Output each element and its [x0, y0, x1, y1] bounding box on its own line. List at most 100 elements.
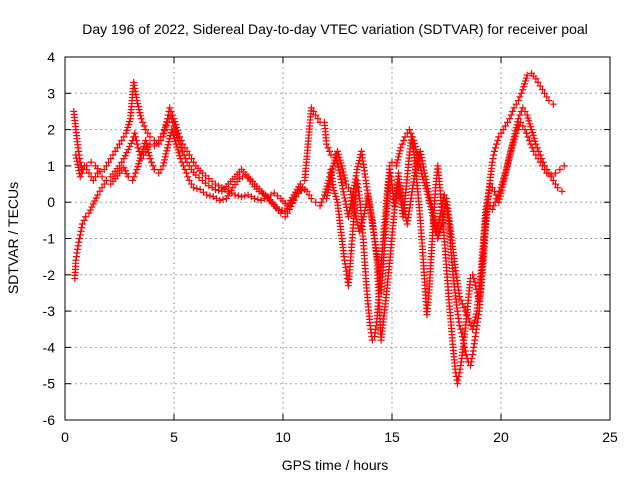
data-point: [339, 168, 347, 176]
data-point: [393, 159, 401, 167]
data-point: [506, 150, 514, 158]
data-point: [543, 169, 551, 177]
data-point: [392, 162, 400, 170]
data-point: [163, 147, 171, 155]
data-point: [190, 184, 198, 192]
data-point: [401, 133, 409, 141]
data-point: [77, 227, 85, 235]
data-point: [275, 205, 283, 213]
data-point: [360, 213, 368, 221]
data-point: [397, 192, 405, 200]
data-point: [234, 192, 242, 200]
data-point: [472, 313, 480, 321]
data-point: [137, 115, 145, 123]
data-point: [163, 118, 171, 126]
data-point: [517, 118, 525, 126]
y-tick-label: 1: [47, 158, 55, 174]
data-point: [181, 166, 189, 174]
data-point: [534, 155, 542, 163]
data-point: [318, 198, 326, 206]
data-point: [144, 146, 152, 154]
data-point: [488, 184, 496, 192]
data-point: [504, 162, 512, 170]
data-point: [177, 155, 185, 163]
data-point: [423, 182, 431, 190]
data-point: [118, 158, 126, 166]
data-point: [161, 156, 169, 164]
data-point: [231, 191, 239, 199]
data-point: [155, 169, 163, 177]
data-point: [78, 169, 86, 177]
data-point: [316, 202, 324, 210]
data-point: [113, 144, 121, 152]
data-point: [425, 191, 433, 199]
data-point: [134, 100, 142, 108]
data-point: [109, 151, 117, 159]
data-point: [278, 206, 286, 214]
data-point: [83, 166, 91, 174]
data-point: [560, 162, 568, 170]
data-point: [400, 201, 408, 209]
data-point: [213, 195, 221, 203]
data-point: [164, 141, 172, 149]
data-point: [94, 169, 102, 177]
data-point: [395, 180, 403, 188]
data-point: [532, 75, 540, 83]
data-point: [92, 194, 100, 202]
y-tick-label: 3: [47, 85, 55, 101]
data-point: [368, 336, 376, 344]
data-point: [466, 362, 474, 370]
data-point: [301, 185, 309, 193]
data-point: [428, 203, 436, 211]
data-point: [395, 183, 403, 191]
data-point: [532, 151, 540, 159]
data-point: [458, 329, 466, 337]
data-point: [421, 169, 429, 177]
data-point: [516, 93, 524, 101]
data-point: [461, 307, 469, 315]
data-point: [490, 151, 498, 159]
data-point: [310, 107, 318, 115]
data-point: [504, 159, 512, 167]
data-point: [134, 103, 142, 111]
data-point: [455, 372, 463, 380]
data-point: [150, 136, 158, 144]
data-point: [165, 138, 173, 146]
data-point: [501, 174, 509, 182]
data-point: [166, 104, 174, 112]
data-point: [157, 166, 165, 174]
data-point: [345, 210, 353, 218]
data-point: [340, 191, 348, 199]
data-point: [453, 380, 461, 388]
data-point: [510, 104, 518, 112]
data-point: [516, 111, 524, 119]
data-point: [396, 186, 404, 194]
data-point: [552, 180, 559, 188]
data-point: [209, 193, 217, 201]
data-point: [502, 168, 510, 176]
y-tick-label: -1: [43, 231, 56, 247]
data-point: [337, 175, 345, 183]
data-point: [469, 322, 477, 330]
data-point: [496, 192, 504, 200]
data-point: [145, 152, 153, 160]
data-point: [338, 182, 346, 190]
data-point: [521, 126, 529, 134]
data-point: [527, 140, 535, 148]
data-point: [76, 235, 84, 242]
data-point: [350, 203, 358, 211]
data-point: [352, 215, 360, 223]
data-point: [514, 97, 522, 105]
data-point: [512, 100, 520, 108]
data-point: [143, 143, 151, 151]
data-point: [89, 176, 97, 184]
data-point: [136, 109, 144, 117]
data-point: [521, 107, 529, 115]
data-point: [499, 180, 507, 188]
data-point: [96, 187, 104, 195]
data-point: [137, 112, 145, 120]
data-point: [100, 180, 108, 188]
data-point: [121, 152, 129, 160]
data-point: [251, 195, 259, 203]
data-point: [492, 144, 500, 152]
